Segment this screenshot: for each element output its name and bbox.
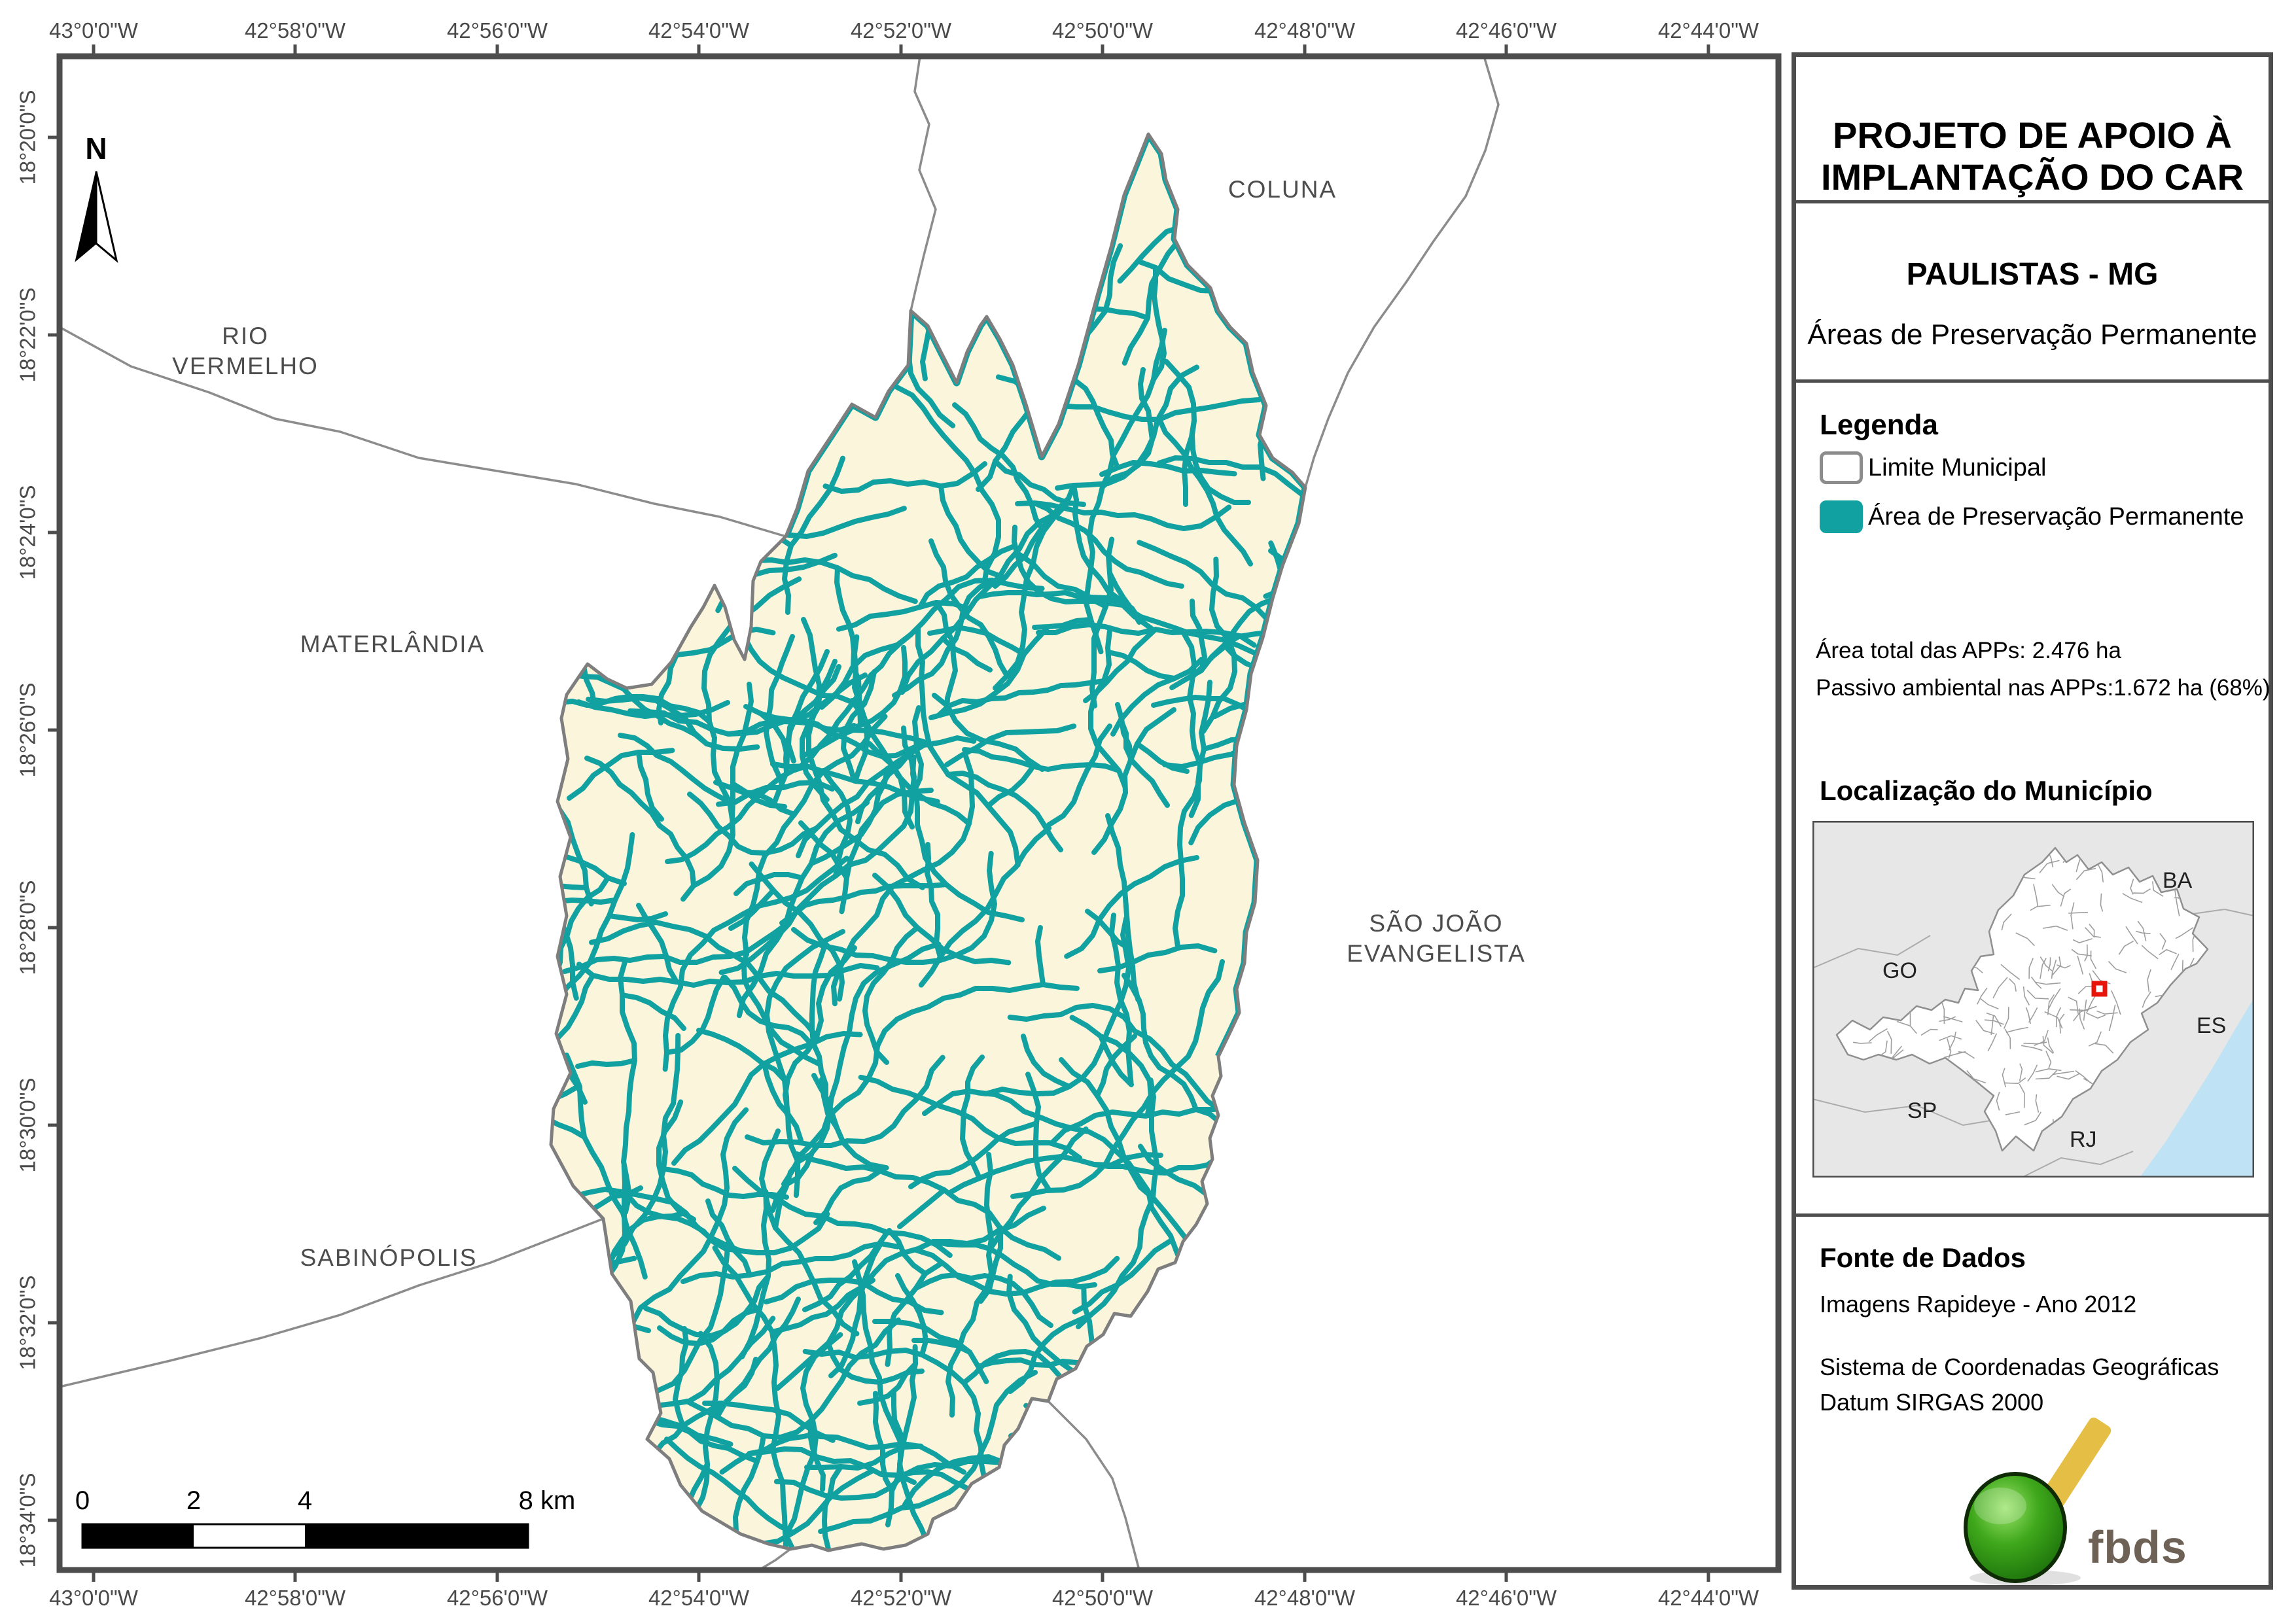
longitude-label: 42°56'0"W <box>446 1586 548 1610</box>
neighbor-label-coluna: COLUNA <box>1227 176 1337 203</box>
map-frame <box>56 53 1782 1573</box>
inset-state-label-ba: BA <box>2163 868 2193 893</box>
latitude-label-text: 18°24'0"S <box>15 485 39 580</box>
inset-state-label-sp: SP <box>1907 1098 1937 1123</box>
longitude-label: 42°44'0"W <box>1657 18 1759 43</box>
legend-item-label: Área de Preservação Permanente <box>1868 502 2244 531</box>
inset-state-label-go: GO <box>1882 958 1917 983</box>
page-title-line2: IMPLANTAÇÃO DO CAR <box>1820 156 2244 198</box>
latitude-label: 18°34'0"S <box>3 1442 52 1599</box>
scale-label-0: 0 <box>75 1486 90 1515</box>
latitude-label-text: 18°32'0"S <box>15 1275 39 1370</box>
fbds-logo-text: fbds <box>2088 1522 2187 1573</box>
neighbor-label-rio-vermelho: RIO VERMELHO <box>172 323 319 379</box>
map-theme-subtitle: Áreas de Preservação Permanente <box>1807 319 2257 351</box>
stat-total-apps: Área total das APPs: 2.476 ha <box>1816 638 2121 663</box>
municipality-title: PAULISTAS - MG <box>1906 257 2159 292</box>
longitude-label: 43°0'0"W <box>49 1586 138 1610</box>
divider <box>1796 1213 2269 1217</box>
longitude-label: 42°46'0"W <box>1455 1586 1557 1610</box>
latitude-label-text: 18°20'0"S <box>15 90 39 185</box>
divider <box>1796 200 2269 203</box>
data-source-heading: Fonte de Dados <box>1820 1242 2026 1273</box>
neighbor-label-sao-joao-evangelista: SÃO JOÃO EVANGELISTA <box>1347 910 1526 967</box>
latitude-label: 18°20'0"S <box>3 59 52 216</box>
data-source-datum: Datum SIRGAS 2000 <box>1820 1389 2044 1416</box>
longitude-label: 42°44'0"W <box>1657 1586 1759 1610</box>
neighbor-label-sabinopolis: SABINÓPOLIS <box>300 1244 478 1271</box>
latitude-label: 18°30'0"S <box>3 1047 52 1204</box>
stat-passivo-apps: Passivo ambiental nas APPs:1.672 ha (68%… <box>1816 675 2270 701</box>
longitude-label: 42°58'0"W <box>244 18 346 43</box>
longitude-label: 42°48'0"W <box>1254 1586 1356 1610</box>
state-location-inset-map <box>1812 821 2254 1178</box>
page-title-line1: PROJETO DE APOIO À <box>1833 114 2232 156</box>
page-title: PROJETO DE APOIO À IMPLANTAÇÃO DO CAR <box>1796 114 2269 198</box>
longitude-label: 42°52'0"W <box>850 18 952 43</box>
longitude-label: 42°54'0"W <box>648 1586 750 1610</box>
latitude-label-text: 18°30'0"S <box>15 1077 39 1173</box>
north-arrow-label: N <box>85 131 107 166</box>
latitude-label: 18°22'0"S <box>3 256 52 413</box>
longitude-label: 42°58'0"W <box>244 1586 346 1610</box>
map-layout-sidebar: PROJETO DE APOIO À IMPLANTAÇÃO DO CAR PA… <box>1792 52 2273 1590</box>
latitude-label-text: 18°22'0"S <box>15 287 39 383</box>
scale-bar <box>81 1523 529 1549</box>
municipality-outline <box>549 132 1307 1552</box>
legend-swatch-app-area <box>1820 500 1863 533</box>
longitude-label: 42°56'0"W <box>446 18 548 43</box>
latitude-label: 18°26'0"S <box>3 652 52 809</box>
scale-label-8km: 8 km <box>518 1486 576 1515</box>
longitude-label: 42°50'0"W <box>1051 18 1154 43</box>
neighbor-boundary-lines <box>59 56 1500 1571</box>
legend-item-label: Limite Municipal <box>1868 453 2047 481</box>
divider <box>1796 379 2269 383</box>
north-arrow-icon <box>75 171 118 264</box>
data-source-imagery: Imagens Rapideye - Ano 2012 <box>1820 1291 2137 1318</box>
longitude-label: 42°54'0"W <box>648 18 750 43</box>
inset-state-label-rj: RJ <box>2070 1127 2097 1152</box>
fbds-logo-icon <box>1964 1417 2111 1586</box>
legend-swatch-municipal-boundary <box>1820 451 1863 484</box>
data-source-crs: Sistema de Coordenadas Geográficas <box>1820 1353 2219 1380</box>
latitude-label-text: 18°26'0"S <box>15 682 39 778</box>
scale-label-4: 4 <box>297 1486 313 1515</box>
longitude-label: 42°48'0"W <box>1254 18 1356 43</box>
location-heading: Localização do Município <box>1820 775 2153 806</box>
latitude-label: 18°28'0"S <box>3 849 52 1006</box>
longitude-label: 42°50'0"W <box>1051 1586 1154 1610</box>
longitude-label: 42°46'0"W <box>1455 18 1557 43</box>
inset-state-label-es: ES <box>2197 1013 2227 1038</box>
scale-label-2: 2 <box>186 1486 202 1515</box>
latitude-label: 18°32'0"S <box>3 1244 52 1401</box>
neighbor-label-materlandia: MATERLÂNDIA <box>300 631 486 657</box>
latitude-label: 18°24'0"S <box>3 454 52 611</box>
longitude-label: 43°0'0"W <box>49 18 138 43</box>
latitude-label-text: 18°28'0"S <box>15 880 39 975</box>
legend-item-limite-municipal: Limite Municipal <box>1820 451 2046 485</box>
legend-heading: Legenda <box>1820 409 1938 441</box>
longitude-label: 42°52'0"W <box>850 1586 952 1610</box>
legend-item-app: Área de Preservação Permanente <box>1820 500 2244 534</box>
